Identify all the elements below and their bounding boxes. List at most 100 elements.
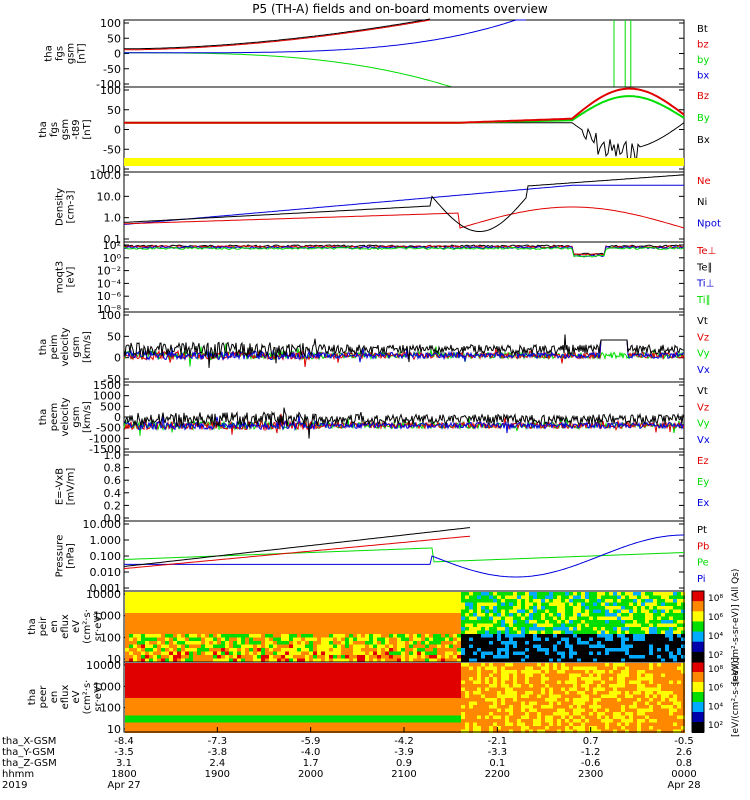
heatmap-cell: [361, 729, 365, 733]
heatmap-cell: [229, 613, 233, 617]
heatmap-cell: [377, 651, 381, 655]
heatmap-cell: [165, 705, 169, 709]
heatmap-cell: [561, 658, 565, 662]
heatmap-cell: [125, 620, 129, 624]
heatmap-cell: [185, 663, 189, 667]
heatmap-cell: [193, 592, 197, 596]
heatmap-cell: [461, 687, 465, 691]
heatmap-cell: [613, 634, 617, 638]
heatmap-cell: [457, 670, 461, 674]
heatmap-cell: [437, 726, 441, 730]
heatmap-cell: [453, 627, 457, 631]
heatmap-cell: [197, 599, 201, 603]
heatmap-cell: [261, 609, 265, 613]
heatmap-cell: [241, 673, 245, 677]
ytick-label: 0.001: [90, 582, 122, 595]
heatmap-cell: [237, 641, 241, 645]
heatmap-cell: [249, 599, 253, 603]
heatmap-cell: [337, 719, 341, 723]
heatmap-cell: [433, 609, 437, 613]
heatmap-cell: [261, 680, 265, 684]
heatmap-cell: [505, 644, 509, 648]
heatmap-cell: [181, 658, 185, 662]
heatmap-cell: [381, 684, 385, 688]
heatmap-cell: [517, 630, 521, 634]
heatmap-cell: [297, 729, 301, 733]
heatmap-cell: [329, 592, 333, 596]
heatmap-cell: [349, 719, 353, 723]
heatmap-cell: [445, 691, 449, 695]
heatmap-cell: [253, 630, 257, 634]
heatmap-cell: [445, 592, 449, 596]
heatmap-cell: [269, 719, 273, 723]
heatmap-cell: [145, 641, 149, 645]
heatmap-cell: [193, 729, 197, 733]
heatmap-cell: [261, 670, 265, 674]
heatmap-cell: [357, 715, 361, 719]
heatmap-cell: [153, 644, 157, 648]
heatmap-cell: [497, 620, 501, 624]
heatmap-cell: [445, 687, 449, 691]
heatmap-cell: [229, 651, 233, 655]
heatmap-cell: [141, 726, 145, 730]
heatmap-cell: [609, 630, 613, 634]
heatmap-cell: [221, 616, 225, 620]
heatmap-cell: [361, 726, 365, 730]
heatmap-cell: [181, 701, 185, 705]
heatmap-cell: [161, 708, 165, 712]
heatmap-cell: [197, 637, 201, 641]
heatmap-cell: [425, 613, 429, 617]
heatmap-cell: [133, 729, 137, 733]
heatmap-cell: [449, 592, 453, 596]
heatmap-cell: [493, 698, 497, 702]
heatmap-cell: [173, 592, 177, 596]
heatmap-cell: [369, 663, 373, 667]
heatmap-cell: [541, 655, 545, 659]
heatmap-cell: [161, 722, 165, 726]
heatmap-cell: [349, 673, 353, 677]
heatmap-cell: [649, 634, 653, 638]
heatmap-cell: [341, 630, 345, 634]
heatmap-cell: [181, 613, 185, 617]
legend-Bz: Bz: [697, 91, 709, 102]
heatmap-cell: [597, 627, 601, 631]
heatmap-cell: [173, 627, 177, 631]
heatmap-cell: [397, 684, 401, 688]
heatmap-cell: [317, 658, 321, 662]
heatmap-cell: [149, 648, 153, 652]
heatmap-cell: [597, 623, 601, 627]
heatmap-cell: [157, 644, 161, 648]
heatmap-cell: [225, 670, 229, 674]
heatmap-cell: [137, 705, 141, 709]
heatmap-cell: [349, 680, 353, 684]
heatmap-cell: [373, 651, 377, 655]
heatmap-cell: [497, 599, 501, 603]
heatmap-cell: [365, 726, 369, 730]
heatmap-cell: [233, 708, 237, 712]
heatmap-cell: [149, 729, 153, 733]
heatmap-cell: [245, 606, 249, 610]
heatmap-cell: [297, 715, 301, 719]
heatmap-cell: [497, 726, 501, 730]
heatmap-cell: [481, 641, 485, 645]
heatmap-cell: [313, 729, 317, 733]
heatmap-cell: [149, 623, 153, 627]
heatmap-cell: [581, 634, 585, 638]
heatmap-cell: [365, 592, 369, 596]
heatmap-cell: [513, 634, 517, 638]
heatmap-cell: [349, 634, 353, 638]
heatmap-cell: [673, 602, 677, 606]
heatmap-cell: [301, 663, 305, 667]
heatmap-cell: [365, 648, 369, 652]
heatmap-cell: [637, 658, 641, 662]
heatmap-cell: [577, 651, 581, 655]
heatmap-cell: [201, 663, 205, 667]
heatmap-cell: [381, 694, 385, 698]
heatmap-cell: [213, 648, 217, 652]
heatmap-cell: [617, 595, 621, 599]
heatmap-cell: [153, 616, 157, 620]
heatmap-cell: [173, 620, 177, 624]
y-axis-label-line: gsm: [71, 406, 82, 427]
y-axis-label-line: gsm: [60, 119, 71, 140]
